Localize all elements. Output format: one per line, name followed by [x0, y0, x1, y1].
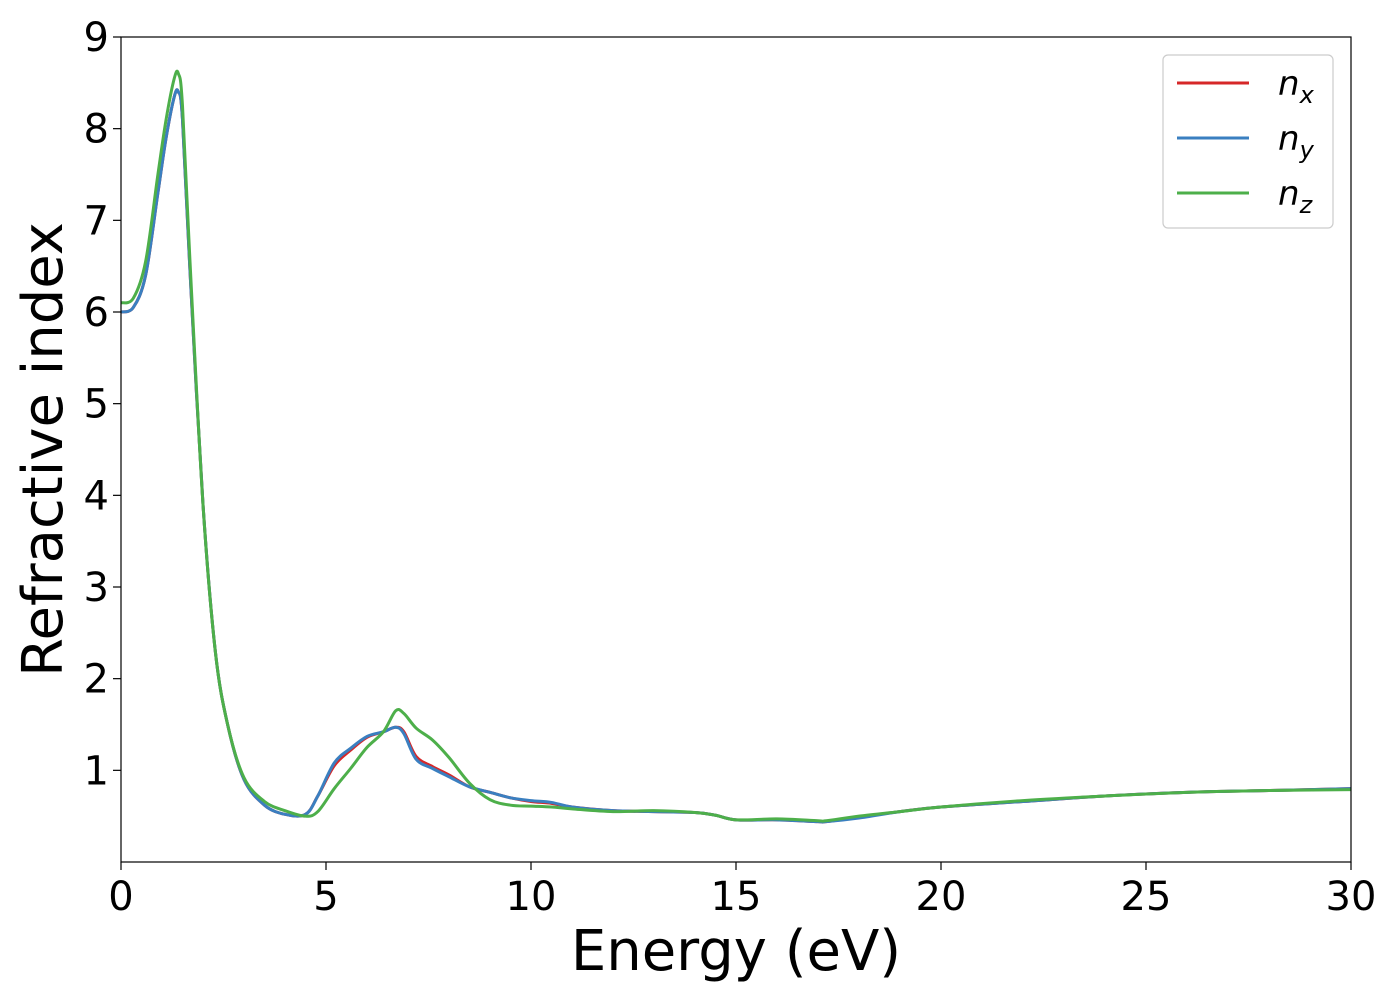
y-tick-label: 9: [84, 15, 109, 61]
legend-box: [1162, 54, 1334, 229]
x-tick-label: 30: [1326, 874, 1377, 920]
x-tick-label: 25: [1121, 874, 1172, 920]
x-axis-label: Energy (eV): [571, 919, 901, 984]
legend-label-ny: ny: [1278, 119, 1315, 164]
x-axis-ticks: 0 5 10 15 20 25 30: [108, 862, 1376, 920]
y-tick-label: 4: [84, 473, 109, 519]
series-group: [121, 69, 1351, 824]
legend-label-nz: nz: [1278, 174, 1314, 219]
x-tick-label: 5: [313, 874, 338, 920]
y-tick-label: 6: [84, 290, 109, 336]
series-line-nz: [121, 69, 1351, 823]
legend: nx ny nz: [1162, 54, 1334, 229]
y-tick-label: 5: [84, 382, 109, 428]
y-tick-label: 1: [84, 748, 109, 794]
x-tick-label: 0: [108, 874, 133, 920]
x-tick-label: 15: [711, 874, 762, 920]
legend-label-nx: nx: [1278, 64, 1315, 109]
y-axis-ticks: 1 2 3 4 5 6 7 8 9: [84, 15, 121, 794]
y-tick-label: 7: [84, 198, 109, 244]
y-tick-label: 3: [84, 565, 109, 611]
x-tick-label: 10: [506, 874, 557, 920]
x-tick-label: 20: [916, 874, 967, 920]
y-tick-label: 2: [84, 657, 109, 703]
y-tick-label: 8: [84, 107, 109, 153]
y-axis-label: Refractive index: [11, 222, 76, 677]
